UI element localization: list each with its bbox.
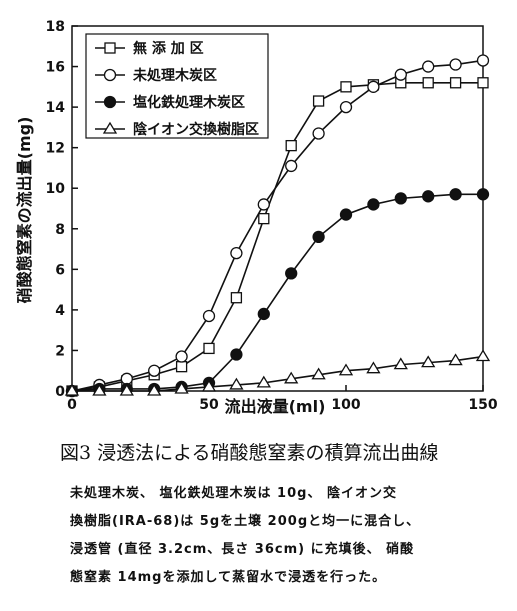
y-tick-label: 8 [55, 222, 65, 238]
legend-marker [102, 121, 118, 134]
marker [285, 267, 298, 280]
note-line: 換樹脂(IRA-68)は 5gを土壌 200gと均一に混合し、 [70, 514, 421, 529]
y-tick-label: 0 [55, 384, 65, 400]
marker [312, 230, 325, 244]
x-tick-label: 150 [468, 397, 497, 413]
marker [257, 307, 270, 321]
marker [256, 375, 271, 388]
marker [175, 350, 188, 363]
legend-label: 無 添 加 区 [133, 40, 204, 57]
marker [229, 377, 244, 390]
marker [475, 349, 491, 362]
marker [175, 361, 188, 373]
marker [339, 208, 353, 221]
series-line [71, 193, 483, 392]
marker [312, 95, 325, 107]
marker [422, 77, 434, 89]
marker [230, 348, 243, 361]
caption: 図3 浸透法による硝酸態窒素の積算流出曲線 [60, 442, 439, 464]
marker [339, 100, 353, 114]
x-tick-label: 100 [331, 397, 360, 413]
marker [174, 381, 189, 394]
series-line [71, 59, 484, 392]
marker [449, 188, 462, 201]
marker [120, 372, 133, 385]
y-tick-label: 16 [46, 60, 65, 76]
marker [340, 81, 352, 93]
marker [476, 188, 490, 201]
plot-frame [71, 25, 484, 392]
chart: 流出液量(ml) 硝酸態窒素の流出量(mg) 0 2 4 6 8 10 12 14 16 18 0 5… [15, 19, 498, 416]
legend-marker [103, 95, 117, 109]
marker [367, 80, 380, 93]
marker [449, 58, 462, 71]
y-axis-label: 硝酸態窒素の流出量(mg) [15, 117, 34, 304]
marker [366, 361, 381, 374]
marker [230, 292, 243, 304]
marker [394, 192, 407, 205]
x-axis-label: 流出液量(ml) [225, 397, 326, 416]
marker [285, 139, 297, 152]
note-line: 未処理木炭、 塩化鉄処理木炭は 10g、 陰イオン交 [70, 486, 397, 501]
marker [448, 353, 463, 366]
y-tick-label: 10 [46, 181, 66, 197]
marker [367, 198, 380, 211]
marker [230, 246, 243, 260]
marker [257, 198, 270, 211]
marker [477, 77, 489, 89]
marker [119, 383, 134, 396]
legend-box [85, 33, 269, 139]
y-tick-label: 18 [46, 19, 65, 35]
marker [421, 355, 436, 368]
marker [202, 309, 216, 323]
note-line: 態窒素 14mgを添加して蒸留水で浸透を行った。 [70, 570, 387, 585]
legend-label: 塩化鉄処理木炭区 [133, 94, 245, 111]
marker [338, 363, 354, 376]
legend-label: 陰イオン交換樹脂区 [133, 121, 259, 138]
y-tick-label: 12 [46, 141, 65, 157]
x-tick-label: 0 [67, 397, 77, 413]
marker [422, 190, 435, 203]
series-line [71, 81, 483, 392]
marker [285, 159, 298, 173]
marker [258, 212, 270, 225]
marker [476, 54, 490, 67]
y-tick-label: 2 [55, 343, 65, 359]
marker [449, 77, 462, 89]
marker [147, 383, 162, 396]
y-tick-label: 6 [55, 262, 65, 278]
legend-label: 未処理木炭区 [133, 67, 217, 84]
marker [203, 342, 215, 355]
marker [92, 383, 107, 396]
marker [284, 371, 299, 384]
note: 未処理木炭、 塩化鉄処理木炭は 10g、 陰イオン交換樹脂(IRA-68)は 5… [70, 480, 420, 592]
x-tick-label: 50 [199, 397, 219, 413]
marker [311, 367, 326, 380]
marker [201, 379, 217, 392]
legend-marker [104, 42, 116, 54]
marker [393, 357, 408, 370]
marker [422, 60, 435, 73]
marker [64, 383, 80, 396]
note-line: 浸透管 (直径 3.2cm、長さ 36cm) に充填後、 硝酸 [70, 542, 415, 557]
marker [148, 364, 161, 377]
y-tick-label: 4 [55, 303, 65, 319]
marker [394, 68, 407, 81]
series-line [72, 355, 484, 392]
marker [312, 127, 325, 140]
legend-marker [103, 68, 117, 82]
y-tick-label: 14 [46, 100, 66, 116]
